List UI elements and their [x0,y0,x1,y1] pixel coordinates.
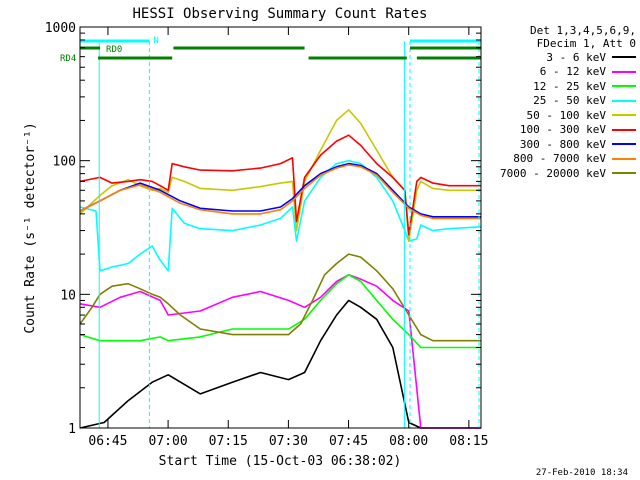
legend-entry: 100 - 300 keV [484,123,636,138]
legend-entry-swatch [612,99,636,102]
legend-entry: 25 - 50 keV [484,94,636,109]
legend-entry: 12 - 25 keV [484,79,636,94]
y-tick-label: 100 [53,155,76,170]
legend-entry-swatch [612,157,636,160]
legend-entry-swatch [612,143,636,146]
legend-rows: 3 - 6 keV 6 - 12 keV 12 - 25 keV 25 - 50 ke… [484,50,636,181]
legend-entry-label: 300 - 800 keV [519,137,606,151]
y-tick-label: 10 [60,288,76,303]
legend-entry-swatch [612,172,636,175]
annotation-layer: N RD0 RD4 [60,36,481,428]
legend-entry-swatch [612,70,636,73]
legend-entry-label: 800 - 7000 keV [513,152,606,166]
x-axis-label: Start Time (15-Oct-03 06:38:02) [159,454,402,469]
flag-label-n: N [153,36,158,46]
legend-entry-label: 50 - 100 keV [526,108,606,122]
legend-entry: 3 - 6 keV [484,50,636,65]
legend-entry-label: 7000 - 20000 keV [500,166,606,180]
plot-frame [79,26,482,429]
axis-layer: 06:45 07:00 07:15 07:30 07:45 08:00 08:15 1 10 10… [45,21,489,449]
legend-header-line-2: FDecim 1, Att 0 [536,37,636,50]
legend-entry-label: 3 - 6 keV [546,50,606,64]
legend: Det 1,3,4,5,6,9, FDecim 1, Att 0 3 - 6 k… [484,24,636,181]
legend-entry-label: 25 - 50 keV [533,94,606,108]
legend-entry: 800 - 7000 keV [484,152,636,167]
x-tick-label: 07:30 [269,434,308,449]
flag-label-rd0: RD0 [106,45,122,55]
legend-entry-swatch [612,85,636,88]
y-tick-label: 1000 [45,21,76,36]
series-line-9 [79,253,481,342]
y-axis-label: Count Rate (s⁻¹ detector⁻¹) [23,122,38,333]
legend-entry-swatch [612,56,636,59]
legend-entry-label: 100 - 300 keV [519,123,606,137]
y-tick-label: 1 [68,422,76,437]
legend-header-line-1: Det 1,3,4,5,6,9, [530,24,636,37]
chart-title: HESSI Observing Summary Count Rates [132,6,427,22]
series-line-2 [79,273,481,429]
series-line-7 [79,162,481,218]
legend-entry: 7000 - 20000 keV [484,166,636,181]
legend-entry-label: 12 - 25 keV [533,79,606,93]
legend-entry: 50 - 100 keV [484,108,636,123]
legend-entry-swatch [612,114,636,117]
legend-entry: 6 - 12 keV [484,65,636,80]
legend-entry: 300 - 800 keV [484,137,636,152]
x-tick-label: 08:00 [389,434,428,449]
datestamp: 27-Feb-2010 18:34 [535,468,628,478]
series-layer [79,109,482,429]
x-tick-label: 06:45 [88,434,127,449]
x-tick-label: 07:00 [149,434,188,449]
x-tick-label: 07:15 [209,434,248,449]
legend-entry-swatch [612,128,636,131]
legend-entry-label: 6 - 12 keV [539,65,606,79]
x-tick-label: 07:45 [329,434,368,449]
series-line-8 [79,164,481,220]
x-tick-label: 08:15 [449,434,488,449]
flag-label-rd4: RD4 [60,54,76,64]
series-line-1 [79,299,481,429]
series-line-5 [79,109,481,242]
series-line-3 [79,273,481,349]
